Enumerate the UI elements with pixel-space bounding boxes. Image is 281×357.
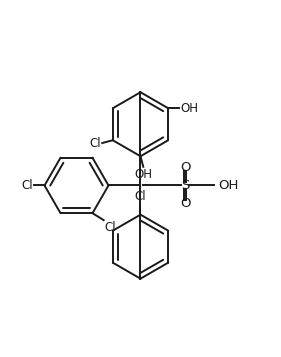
Text: OH: OH (218, 179, 239, 192)
Text: Cl: Cl (104, 221, 116, 234)
Text: Cl: Cl (89, 136, 101, 150)
Text: Cl: Cl (21, 179, 33, 192)
Text: OH: OH (180, 102, 198, 115)
Text: O: O (180, 197, 190, 210)
Text: S: S (181, 179, 189, 192)
Text: O: O (180, 161, 190, 174)
Text: Cl: Cl (135, 190, 146, 203)
Text: OH: OH (134, 168, 152, 181)
